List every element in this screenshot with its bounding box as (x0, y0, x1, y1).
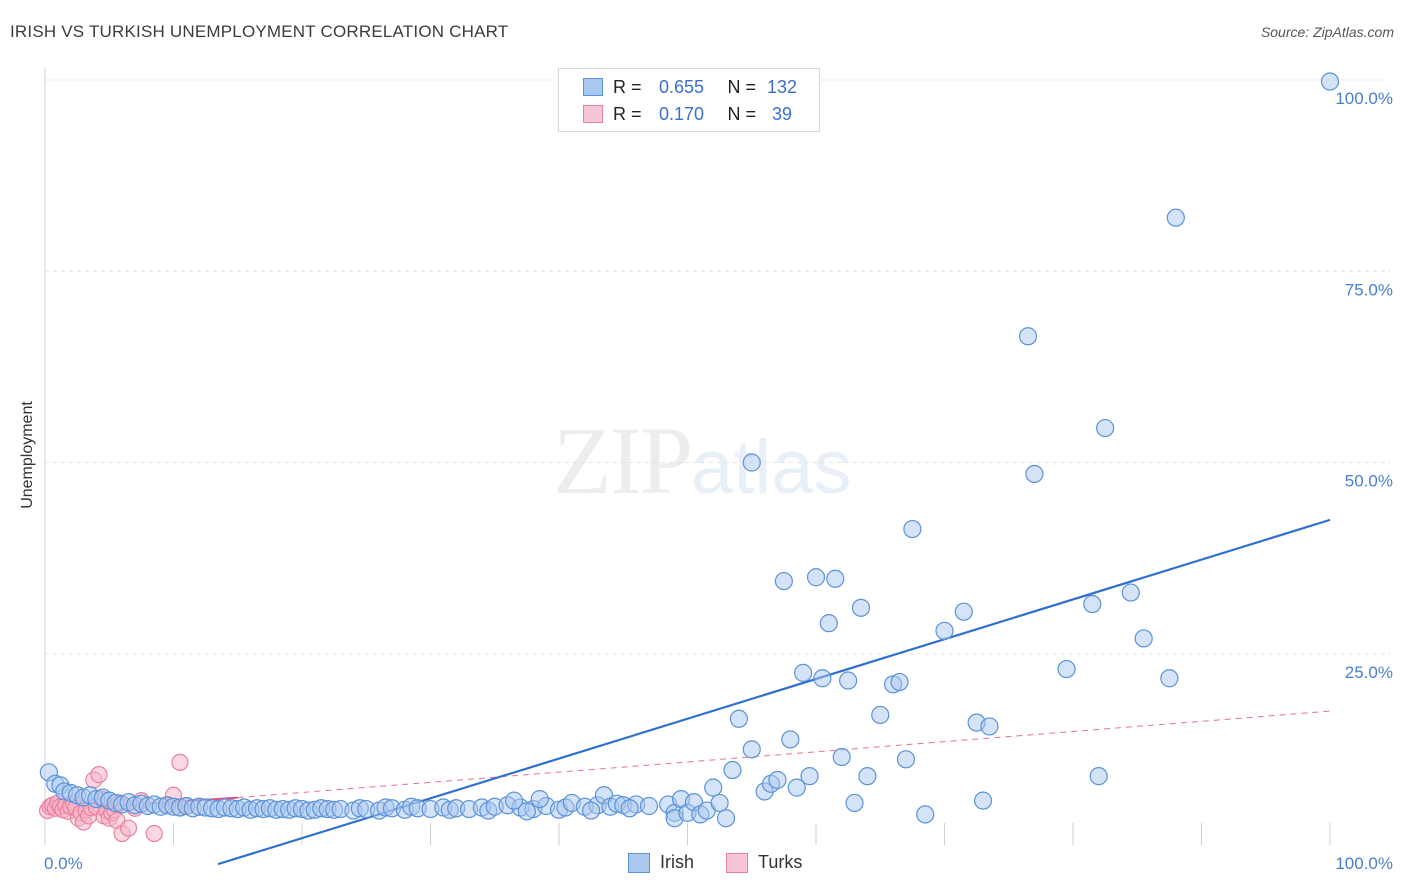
turks-point (145, 824, 163, 843)
irish-point (896, 750, 916, 769)
irish-point (582, 801, 601, 820)
legend-row-irish: R = 0.655 N = 132 (583, 76, 804, 98)
legend-r-label: R = (613, 103, 642, 124)
irish-point (742, 453, 761, 472)
irish-point (871, 705, 890, 725)
irish-point (1134, 629, 1153, 648)
irish-point (1018, 327, 1038, 346)
legend-n-value: 39 (772, 103, 793, 124)
chart-title: IRISH VS TURKISH UNEMPLOYMENT CORRELATIO… (10, 22, 509, 41)
irish-point (813, 669, 832, 688)
irish-points (39, 72, 1340, 828)
turks-legend-swatch (726, 852, 749, 873)
irish-point (839, 671, 858, 690)
irish-point (903, 519, 922, 539)
irish-point (826, 569, 845, 588)
irish-point (819, 614, 838, 633)
irish-point (851, 598, 871, 617)
irish-swatch (583, 78, 603, 96)
irish-point (530, 789, 549, 809)
turks-swatch (583, 105, 603, 123)
irish-point (620, 799, 639, 818)
irish-point (954, 602, 973, 621)
legend-r-label: R = (613, 76, 642, 97)
legend-r-value: 0.655 (658, 76, 705, 97)
irish-point (704, 778, 723, 797)
irish-point (1320, 72, 1340, 91)
irish-point (1121, 583, 1140, 602)
irish-point (774, 571, 793, 591)
irish-point (1083, 594, 1102, 614)
irish-point (768, 770, 787, 790)
irish-point (710, 793, 729, 813)
irish-point (723, 760, 742, 780)
turks-point (171, 753, 189, 771)
watermark: ZIPatlas (553, 405, 852, 516)
irish-point (806, 568, 826, 587)
irish-point (794, 663, 813, 682)
legend-item-turks[interactable]: Turks (726, 852, 802, 873)
tick-labels: 25.0% 50.0% 75.0% 100.0% 0.0% 100.0% (44, 89, 1393, 873)
source-credit: Source: ZipAtlas.com (1260, 24, 1394, 40)
irish-legend-label: Irish (660, 852, 695, 872)
irish-point (1166, 208, 1185, 227)
irish-point (1057, 659, 1076, 679)
y-tick-label: 100.0% (1335, 89, 1393, 108)
irish-point (832, 747, 851, 767)
irish-point (504, 791, 524, 810)
irish-point (1096, 418, 1115, 438)
turks-point (90, 766, 108, 784)
turks-point (119, 819, 138, 837)
irish-point (1160, 669, 1179, 688)
irish-point (845, 793, 864, 813)
legend-n-label: N = (727, 76, 757, 97)
x-tick-label: 100.0% (1335, 854, 1393, 873)
series-legend: Irish Turks (628, 852, 834, 873)
y-tick-label: 75.0% (1345, 280, 1393, 299)
irish-point (1089, 767, 1108, 786)
turks-trendline-dashed (237, 710, 1331, 799)
x-tick-label: 0.0% (44, 854, 83, 873)
correlation-legend: R = 0.655 N = 132 R = 0.170 N = 39 (558, 68, 820, 132)
irish-legend-swatch (628, 852, 650, 873)
irish-point (800, 767, 819, 786)
watermark-atlas: atlas (691, 425, 852, 510)
legend-r-value: 0.170 (658, 103, 705, 124)
irish-point (890, 672, 909, 692)
irish-point (787, 778, 806, 797)
turks-legend-label: Turks (758, 852, 803, 872)
irish-point (781, 730, 800, 749)
legend-item-irish[interactable]: Irish (628, 852, 694, 873)
irish-point (716, 809, 736, 828)
irish-point (729, 709, 749, 728)
irish-point (973, 791, 993, 810)
y-tick-label: 25.0% (1345, 663, 1393, 682)
irish-point (1025, 464, 1044, 484)
y-tick-label: 50.0% (1345, 472, 1393, 491)
irish-point (639, 796, 659, 816)
grid-layer (44, 68, 1390, 845)
irish-point (858, 767, 877, 786)
irish-point (980, 717, 999, 736)
legend-n-value: 132 (767, 76, 798, 97)
irish-point (742, 740, 761, 759)
irish-point (517, 802, 536, 821)
watermark-zip: ZIP (553, 407, 693, 514)
legend-n-label: N = (727, 103, 757, 124)
irish-point (935, 621, 954, 640)
legend-row-turks: R = 0.170 N = 39 (583, 103, 804, 125)
irish-point (916, 805, 935, 824)
